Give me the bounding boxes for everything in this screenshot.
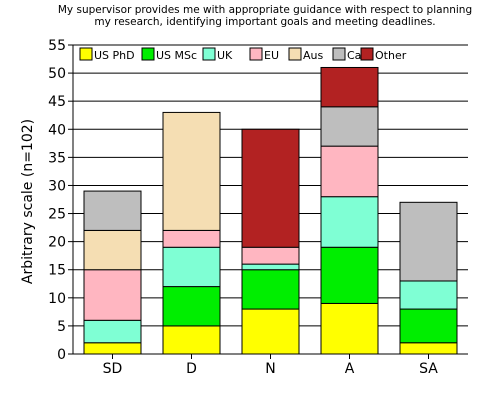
legend-swatch [79, 47, 93, 61]
legend-swatch [332, 47, 346, 61]
y-axis-label: Arbitrary scale (n=102) [20, 119, 36, 284]
bar-segment [162, 111, 221, 231]
bar-segment [83, 319, 142, 344]
bar-segment [162, 229, 221, 248]
tick-labels: 0 5 10 15 20 25 30 35 40 45 50 55 SD D N A SA [48, 38, 438, 377]
legend-label: UK [217, 49, 233, 62]
bar-segment [162, 246, 221, 288]
bar-segment [241, 263, 300, 271]
y-tick-label: 35 [48, 150, 66, 166]
bar-segment [399, 280, 458, 310]
x-tick-label: SA [419, 361, 438, 377]
bar-segment [399, 308, 458, 344]
x-tick-label: A [345, 361, 355, 377]
y-tick-label: 30 [48, 178, 66, 194]
bar-segment [320, 66, 379, 108]
legend: US PhD US MSc UK EU Aus Ca Other [79, 47, 407, 62]
x-tick-label: N [265, 361, 275, 377]
legend-label: Other [375, 49, 407, 62]
y-tick-label: 45 [48, 94, 66, 110]
bar-segment [320, 106, 379, 147]
bar-segment [241, 269, 300, 310]
y-tick-label: 55 [48, 38, 66, 54]
bar-segment [83, 229, 142, 271]
legend-swatch [249, 47, 263, 61]
bar-segment [320, 196, 379, 248]
legend-swatch [141, 47, 155, 61]
legend-swatch [202, 47, 216, 61]
y-tick-label: 10 [48, 291, 66, 307]
bar-segment [162, 286, 221, 327]
bar-segment [241, 128, 300, 248]
bar-segment [83, 269, 142, 321]
legend-label: EU [264, 49, 279, 62]
legend-swatch [288, 47, 302, 61]
bar-segment [320, 246, 379, 304]
bar-segment [83, 190, 142, 231]
bar-segment [399, 342, 458, 355]
y-tick-label: 15 [48, 263, 66, 279]
chart-title-line: My supervisor provides me with appropria… [58, 4, 472, 16]
bar-segment [399, 201, 458, 282]
legend-label: Ca [347, 49, 361, 62]
bar-segment [320, 302, 379, 355]
bar-segment [83, 342, 142, 355]
bar-segment [241, 246, 300, 265]
y-tick-label: 5 [57, 319, 66, 335]
x-tick-label: SD [103, 361, 123, 377]
chart-title: My supervisor provides me with appropria… [58, 4, 472, 28]
y-tick-label: 0 [57, 347, 66, 363]
legend-label: US PhD [94, 49, 135, 62]
bar-segment [241, 308, 300, 355]
y-tick-label: 20 [48, 235, 66, 251]
bars [83, 66, 458, 355]
y-tick-label: 25 [48, 207, 66, 223]
legend-swatch [360, 47, 374, 61]
legend-label: Aus [303, 49, 323, 62]
y-tick-label: 40 [48, 122, 66, 138]
bar-segment [162, 325, 221, 355]
x-tick-label: D [186, 361, 197, 377]
legend-label: US MSc [156, 49, 197, 62]
bar-segment [320, 145, 379, 198]
chart-title-line: my research, identifying important goals… [94, 16, 435, 28]
y-tick-label: 50 [48, 66, 66, 82]
